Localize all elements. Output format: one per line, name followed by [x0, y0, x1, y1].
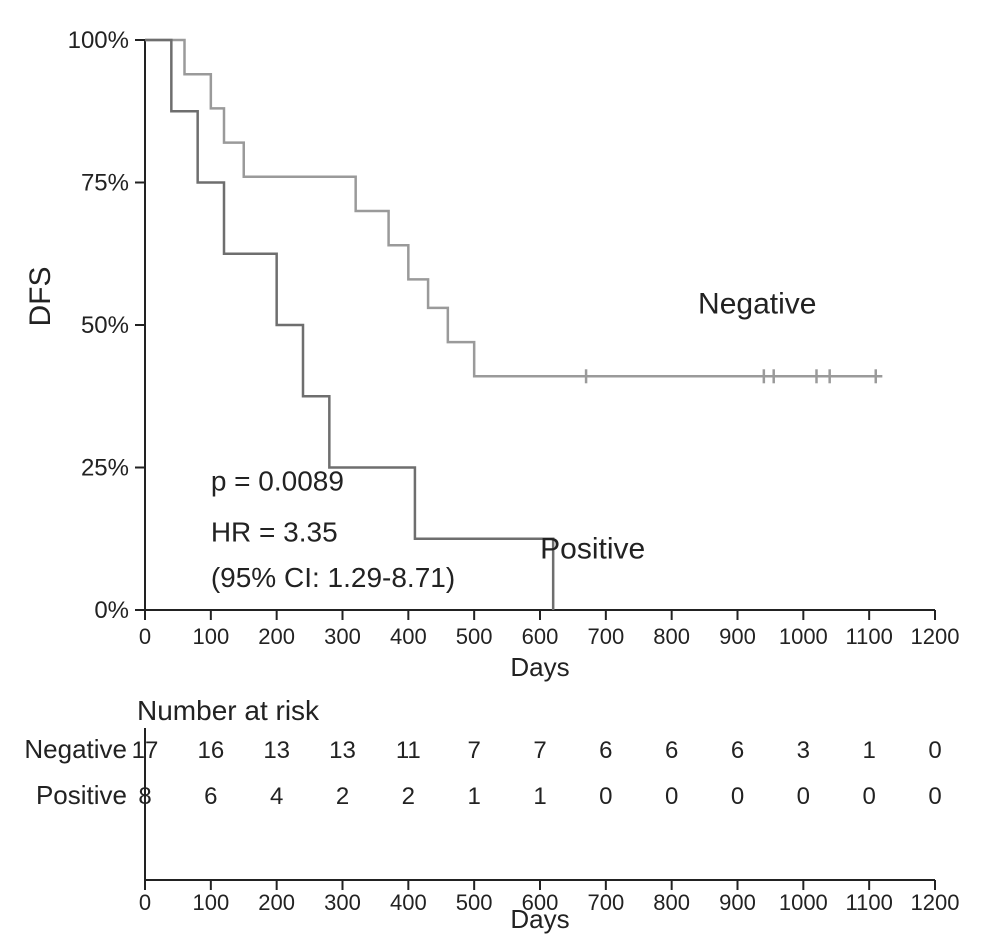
x-axis-label: Days — [510, 652, 569, 682]
x-tick-label: 100 — [192, 624, 229, 649]
risk-cell: 13 — [263, 737, 290, 764]
risk-x-tick-label: 1000 — [779, 890, 828, 915]
risk-x-tick-label: 1200 — [911, 890, 960, 915]
risk-x-tick-label: 500 — [456, 890, 493, 915]
risk-cell: 6 — [665, 737, 678, 764]
risk-table-title: Number at risk — [137, 695, 320, 726]
y-tick-label: 75% — [81, 170, 129, 197]
risk-cell: 4 — [270, 783, 283, 810]
x-tick-label: 1200 — [911, 624, 960, 649]
y-tick-label: 0% — [94, 597, 129, 624]
x-tick-label: 0 — [139, 624, 151, 649]
annotation-hr: HR = 3.35 — [211, 517, 338, 548]
risk-cell: 7 — [533, 737, 546, 764]
risk-x-axis-label: Days — [510, 904, 569, 934]
risk-cell: 13 — [329, 737, 356, 764]
risk-cell: 0 — [928, 783, 941, 810]
risk-cell: 0 — [599, 783, 612, 810]
x-tick-label: 300 — [324, 624, 361, 649]
risk-x-tick-label: 0 — [139, 890, 151, 915]
risk-cell: 11 — [396, 737, 421, 764]
y-tick-label: 50% — [81, 312, 129, 339]
risk-cell: 0 — [731, 783, 744, 810]
risk-cell: 2 — [402, 783, 415, 810]
risk-cell: 0 — [797, 783, 810, 810]
risk-cell: 6 — [731, 737, 744, 764]
series-label-negative: Negative — [698, 288, 816, 321]
x-tick-label: 1000 — [779, 624, 828, 649]
y-tick-label: 25% — [81, 455, 129, 482]
risk-cell: 6 — [599, 737, 612, 764]
risk-cell: 16 — [197, 737, 224, 764]
risk-cell: 6 — [204, 783, 217, 810]
risk-cell: 1 — [533, 783, 546, 810]
x-tick-label: 800 — [653, 624, 690, 649]
risk-cell: 2 — [336, 783, 349, 810]
risk-row-label-positive: Positive — [36, 780, 127, 810]
risk-cell: 1 — [862, 737, 875, 764]
risk-cell: 3 — [797, 737, 810, 764]
x-tick-label: 400 — [390, 624, 427, 649]
risk-x-tick-label: 300 — [324, 890, 361, 915]
risk-cell: 0 — [928, 737, 941, 764]
risk-x-tick-label: 900 — [719, 890, 756, 915]
risk-cell: 1 — [467, 783, 480, 810]
risk-x-tick-label: 1100 — [846, 890, 893, 915]
x-tick-label: 900 — [719, 624, 756, 649]
annotation-p: p = 0.0089 — [211, 465, 344, 496]
y-tick-label: 100% — [68, 27, 129, 54]
risk-x-tick-label: 700 — [587, 890, 624, 915]
km-curve-negative — [145, 40, 882, 376]
x-tick-label: 1100 — [846, 624, 893, 649]
x-tick-label: 500 — [456, 624, 493, 649]
x-tick-label: 600 — [522, 624, 559, 649]
risk-cell: 7 — [467, 737, 480, 764]
risk-x-tick-label: 200 — [258, 890, 295, 915]
y-axis-label: DFS — [24, 267, 57, 327]
x-tick-label: 700 — [587, 624, 624, 649]
risk-cell: 0 — [862, 783, 875, 810]
annotation-ci: (95% CI: 1.29-8.71) — [211, 562, 455, 593]
km-chart: 0%25%50%75%100%DFS0100200300400500600700… — [0, 0, 1000, 941]
risk-row-label-negative: Negative — [24, 734, 127, 764]
risk-x-tick-label: 800 — [653, 890, 690, 915]
series-label-positive: Positive — [540, 533, 645, 566]
risk-x-tick-label: 100 — [192, 890, 229, 915]
km-chart-svg: 0%25%50%75%100%DFS0100200300400500600700… — [0, 0, 1000, 941]
km-curve-positive — [145, 40, 553, 610]
x-tick-label: 200 — [258, 624, 295, 649]
risk-x-tick-label: 400 — [390, 890, 427, 915]
risk-cell: 0 — [665, 783, 678, 810]
